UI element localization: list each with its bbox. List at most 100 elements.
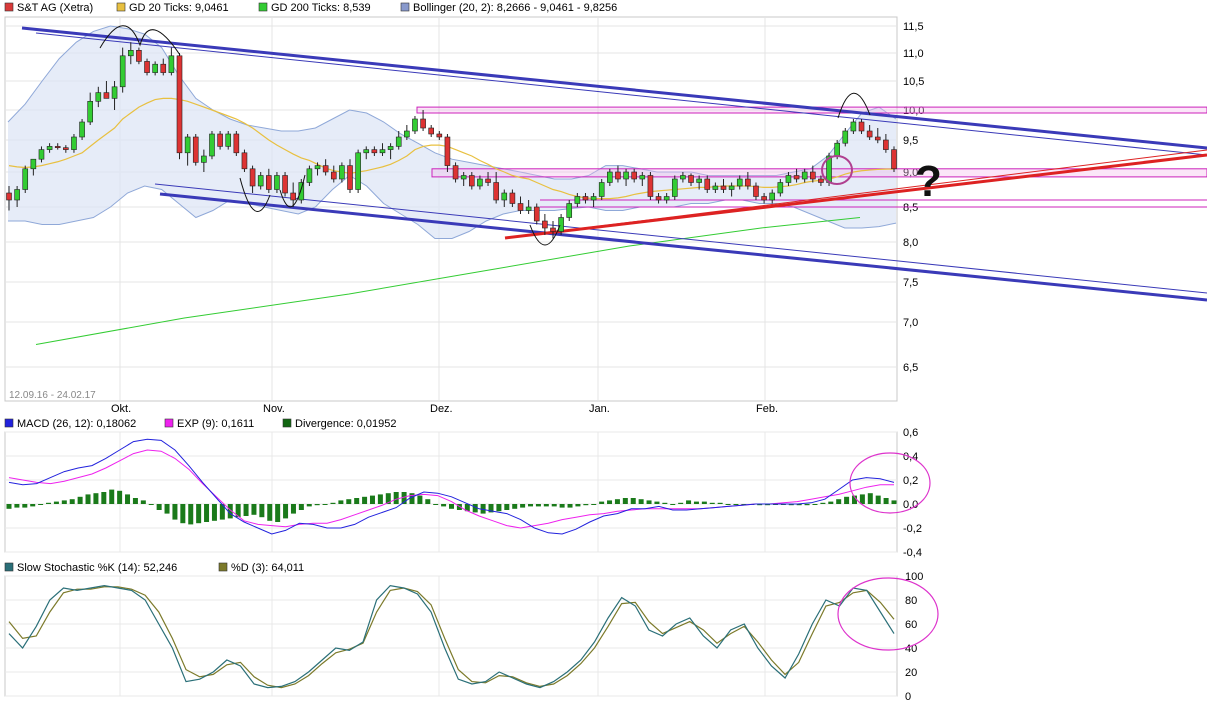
candle-up	[728, 185, 735, 190]
macd-highlight-circle	[849, 452, 931, 514]
macd-legend-swatch	[4, 418, 14, 428]
divergence-bar	[662, 502, 668, 504]
divergence-bar	[520, 504, 526, 508]
divergence-bar	[622, 498, 628, 504]
price-legend-swatch	[258, 2, 268, 12]
divergence-bar	[290, 504, 296, 514]
candle-down	[688, 175, 694, 183]
divergence-bar	[46, 502, 52, 504]
candle-down	[452, 165, 459, 180]
divergence-bar	[851, 495, 857, 504]
divergence-bar	[567, 504, 573, 508]
candle-up	[566, 203, 573, 218]
divergence-bar	[583, 504, 589, 506]
gd200-line	[35, 217, 861, 345]
macd-legend-swatch	[282, 418, 292, 428]
price-y-tick: 7,5	[903, 277, 918, 289]
candle-down	[6, 192, 12, 201]
candle-up	[184, 136, 191, 154]
divergence-bar	[551, 504, 557, 507]
divergence-bar	[591, 504, 597, 505]
divergence-bar	[180, 504, 186, 524]
macd-y-tick: 0,2	[903, 475, 918, 487]
divergence-bar	[354, 498, 360, 504]
question-mark-annotation: ?	[915, 157, 942, 206]
candle-up	[298, 182, 305, 201]
macd-lines	[8, 438, 895, 535]
annotations	[99, 25, 871, 246]
divergence-bar	[543, 504, 549, 507]
macd-y-tick: -0,2	[903, 523, 922, 535]
candle-down	[753, 185, 759, 197]
candle-up	[14, 189, 20, 201]
divergence-bar	[464, 504, 470, 512]
divergence-bar	[196, 504, 202, 524]
divergence-bar	[22, 504, 28, 508]
divergence-bar	[836, 499, 842, 504]
divergence-bar	[733, 504, 739, 505]
stoch-plot-area	[4, 575, 898, 697]
divergence-bar	[828, 501, 834, 504]
price-legend-label: GD 20 Ticks: 9,0461	[129, 2, 229, 14]
macd-panel: 0,60,40,20,0-0,2-0,4	[4, 427, 931, 559]
divergence-bar	[204, 504, 210, 522]
price-y-tick: 10,5	[903, 76, 924, 88]
price-panel: 11,5 11,0 10,5 10,0 9,5 9,0 8,5 8,0 7,5 7,0 6,5 Ok…	[4, 16, 1207, 415]
double-bottom-arc	[239, 174, 306, 212]
divergence-bar	[433, 504, 439, 505]
candle-up	[412, 118, 418, 132]
candle-up	[119, 55, 126, 88]
candle-up	[209, 133, 215, 157]
candle-down	[136, 49, 142, 62]
candle-up	[639, 175, 646, 180]
divergence-bar	[275, 504, 281, 522]
divergence-bar	[14, 504, 20, 508]
upper-trend-line-thin	[35, 32, 1207, 156]
candle-up	[387, 146, 394, 150]
candle-down	[420, 118, 426, 129]
divergence-bar	[298, 504, 304, 510]
divergence-bar	[670, 504, 676, 505]
divergence-bar	[488, 504, 494, 513]
divergence-bar	[449, 504, 454, 509]
trend-lines	[21, 26, 1207, 302]
candle-up	[111, 86, 118, 99]
candle-up	[306, 168, 313, 183]
price-y-tick: 9,0	[903, 167, 918, 179]
divergence-bar	[132, 498, 138, 504]
candle-up	[395, 136, 402, 147]
candle-up	[95, 92, 102, 102]
candle-down	[542, 220, 548, 229]
divergence-bar	[701, 501, 707, 504]
candle-up	[785, 175, 792, 183]
candle-up	[680, 175, 686, 180]
divergence-bar	[504, 504, 510, 510]
divergence-bar	[654, 501, 660, 504]
stoch-y-tick: 40	[905, 643, 917, 655]
candle-up	[590, 196, 597, 201]
candle-up	[842, 130, 849, 144]
candle-up	[79, 121, 85, 138]
price-x-tick: Jan.	[589, 403, 610, 415]
divergence-bar	[417, 495, 423, 504]
candle-down	[704, 178, 711, 190]
divergence-bar	[259, 504, 265, 518]
candle-down	[144, 61, 150, 73]
candle-down	[517, 203, 524, 211]
divergence-bar	[765, 504, 771, 506]
candle-up	[257, 175, 264, 187]
candle-up	[87, 101, 93, 123]
divergence-bar	[148, 504, 154, 505]
divergence-bar	[362, 496, 368, 504]
candle-up	[22, 168, 29, 190]
price-x-tick: Okt.	[111, 403, 131, 415]
macd-y-axis: 0,60,40,20,0-0,2-0,4	[903, 427, 922, 559]
date-range-label: 12.09.16 - 24.02.17	[9, 390, 96, 401]
divergence-bar	[425, 499, 431, 504]
stoch-highlight-circle	[837, 577, 939, 651]
candle-down	[444, 136, 451, 166]
divergence-bar	[441, 504, 447, 507]
candle-down	[745, 178, 751, 187]
candle-down	[810, 171, 816, 180]
lower-trend-line-thin	[154, 183, 1207, 294]
